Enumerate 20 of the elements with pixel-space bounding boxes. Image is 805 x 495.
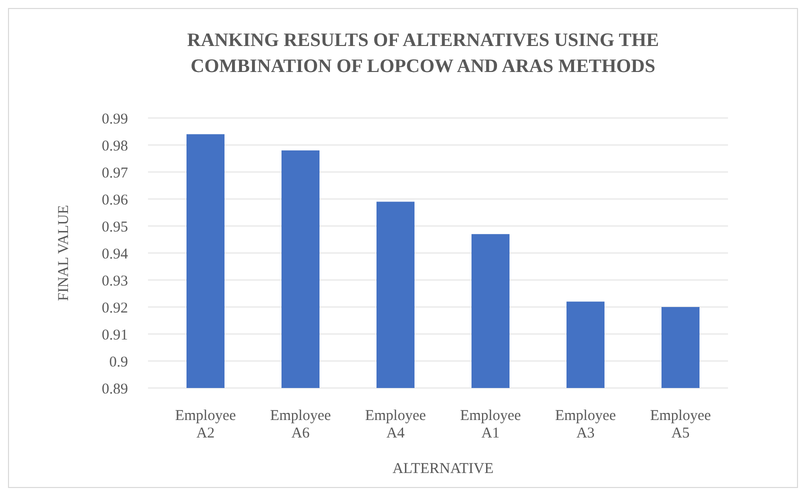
x-tick-label: Employee A1 [460,408,522,442]
y-tick-label: 0.94 [102,246,128,262]
chart-title: RANKING RESULTS OF ALTERNATIVES USING THE COMBINATION OF LOPCOW AND ARAS METHODS [187,30,659,77]
x-tick-label: Employee A5 [650,408,712,442]
y-tick-label: 0.95 [102,219,128,236]
y-tick-label: 0.9 [109,354,128,370]
y-tick-label: 0.99 [102,111,128,128]
y-axis-title: FINAL VALUE [56,205,72,301]
x-tick-label: Employee A2 [175,408,236,442]
y-tick-label: 0.93 [102,273,128,290]
y-tick-label: 0.98 [102,138,128,154]
y-tick-label: 0.91 [102,327,128,344]
x-tick-label: Employee A3 [555,408,616,442]
x-tick-label: Employee A6 [270,408,332,442]
y-tick-label: 0.97 [102,165,128,182]
y-tick-label: 0.96 [102,192,128,208]
y-tick-label: 0.92 [102,300,128,316]
x-tick-label: Employee A4 [365,408,426,442]
y-tick-label: 0.89 [102,381,128,398]
x-axis-title: ALTERNATIVE [392,461,494,477]
